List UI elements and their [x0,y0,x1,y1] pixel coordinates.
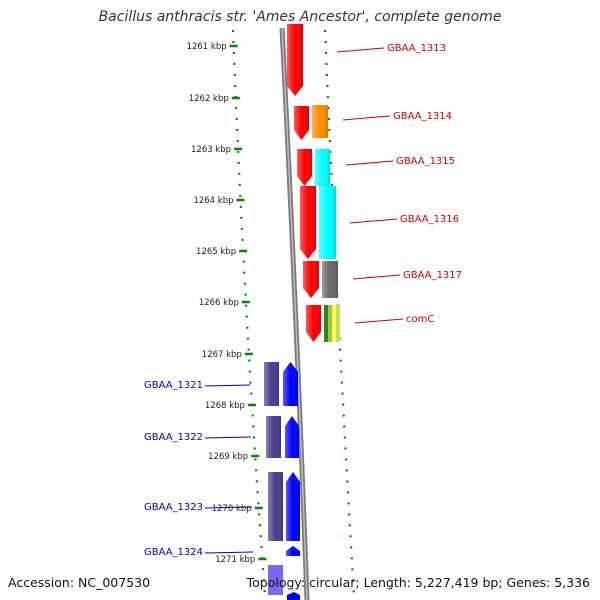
forward-label-line [336,47,385,53]
ruler-ticks: 1261 kbp 1262 kbp 1263 kbp 1264 kbp 1265 kbp… [187,29,356,597]
cog-bar [336,305,340,342]
forward-gene-shade [294,106,309,140]
reverse-gene-shade [283,362,298,406]
forward-gene-shade [306,305,321,342]
outer-dots [323,29,356,597]
reverse-gene-shade [286,546,300,556]
forward-gene-label: GBAA_1314 [393,111,452,122]
cog-bar-shade [319,186,336,259]
reverse-label-line [204,436,252,439]
ruler-tick-label: 1265 kbp [196,247,236,257]
ruler-tick-label: 1270 kbp [212,504,252,514]
cog-bar-shade [312,105,328,138]
reverse-gene-partial [287,592,300,600]
forward-gene-label: GBAA_1315 [396,156,455,167]
reverse-gene-label: GBAA_1323 [144,502,203,513]
ruler-tick-label: 1269 kbp [208,452,248,462]
reverse-label-line [204,506,253,509]
cog-bar [332,305,336,342]
map-title: Bacillus anthracis str. 'Ames Ancestor',… [98,9,502,25]
ruler-tick-label: 1268 kbp [205,401,245,411]
reverse-gene-shade [285,416,299,458]
forward-label-line [352,274,401,280]
reverse-label-line [204,384,251,387]
cog-bar-shade [264,362,279,406]
cog-bar-partial [268,565,283,595]
reverse-gene-label: GBAA_1324 [144,547,203,558]
backbone-highlight [281,27,308,600]
forward-label-line [345,160,394,166]
ruler-tick-label: 1264 kbp [193,196,233,206]
backbone [279,27,310,600]
forward-label-line [349,218,398,224]
ruler-tick-label: 1261 kbp [187,42,227,52]
reverse-gene-label: GBAA_1322 [144,432,203,443]
forward-gene-shade [303,261,319,298]
cog-bar-shade [322,261,338,298]
accession-text: Accession: NC_007530 [8,575,151,590]
ruler-tick-label: 1266 kbp [199,298,239,308]
cog-bar-shade [315,149,330,186]
cog-bar [328,305,332,342]
ruler-tick-label: 1263 kbp [191,145,231,155]
ruler-tick-label: 1267 kbp [202,350,242,360]
forward-label-line [342,115,391,121]
topology-text: Topology: circular; Length: 5,227,419 bp… [246,575,590,590]
ruler-dots [231,29,267,597]
cog-bar-shade [268,472,283,541]
reverse-label-line [204,551,254,554]
gene-labels: GBAA_1313 GBAA_1314 GBAA_1315 GBAA_1316 GBAA… [144,43,462,558]
forward-gene-label: GBAA_1313 [387,43,446,54]
reverse-gene-label: GBAA_1321 [144,380,203,391]
forward-gene-shade [300,186,316,259]
ruler-tick-label: 1262 kbp [189,94,229,104]
forward-gene-shade [287,24,303,96]
gene-features [264,24,340,600]
forward-label-line [354,318,404,324]
cog-bar-shade [266,416,281,458]
ruler-tick-label: 1271 kbp [215,555,255,565]
forward-gene-label: GBAA_1317 [403,270,462,281]
forward-gene-shade [297,149,312,186]
forward-gene-label: comC [406,314,434,325]
cog-bar [324,305,328,342]
forward-gene-label: GBAA_1316 [400,214,459,225]
reverse-gene-shade [286,472,300,541]
